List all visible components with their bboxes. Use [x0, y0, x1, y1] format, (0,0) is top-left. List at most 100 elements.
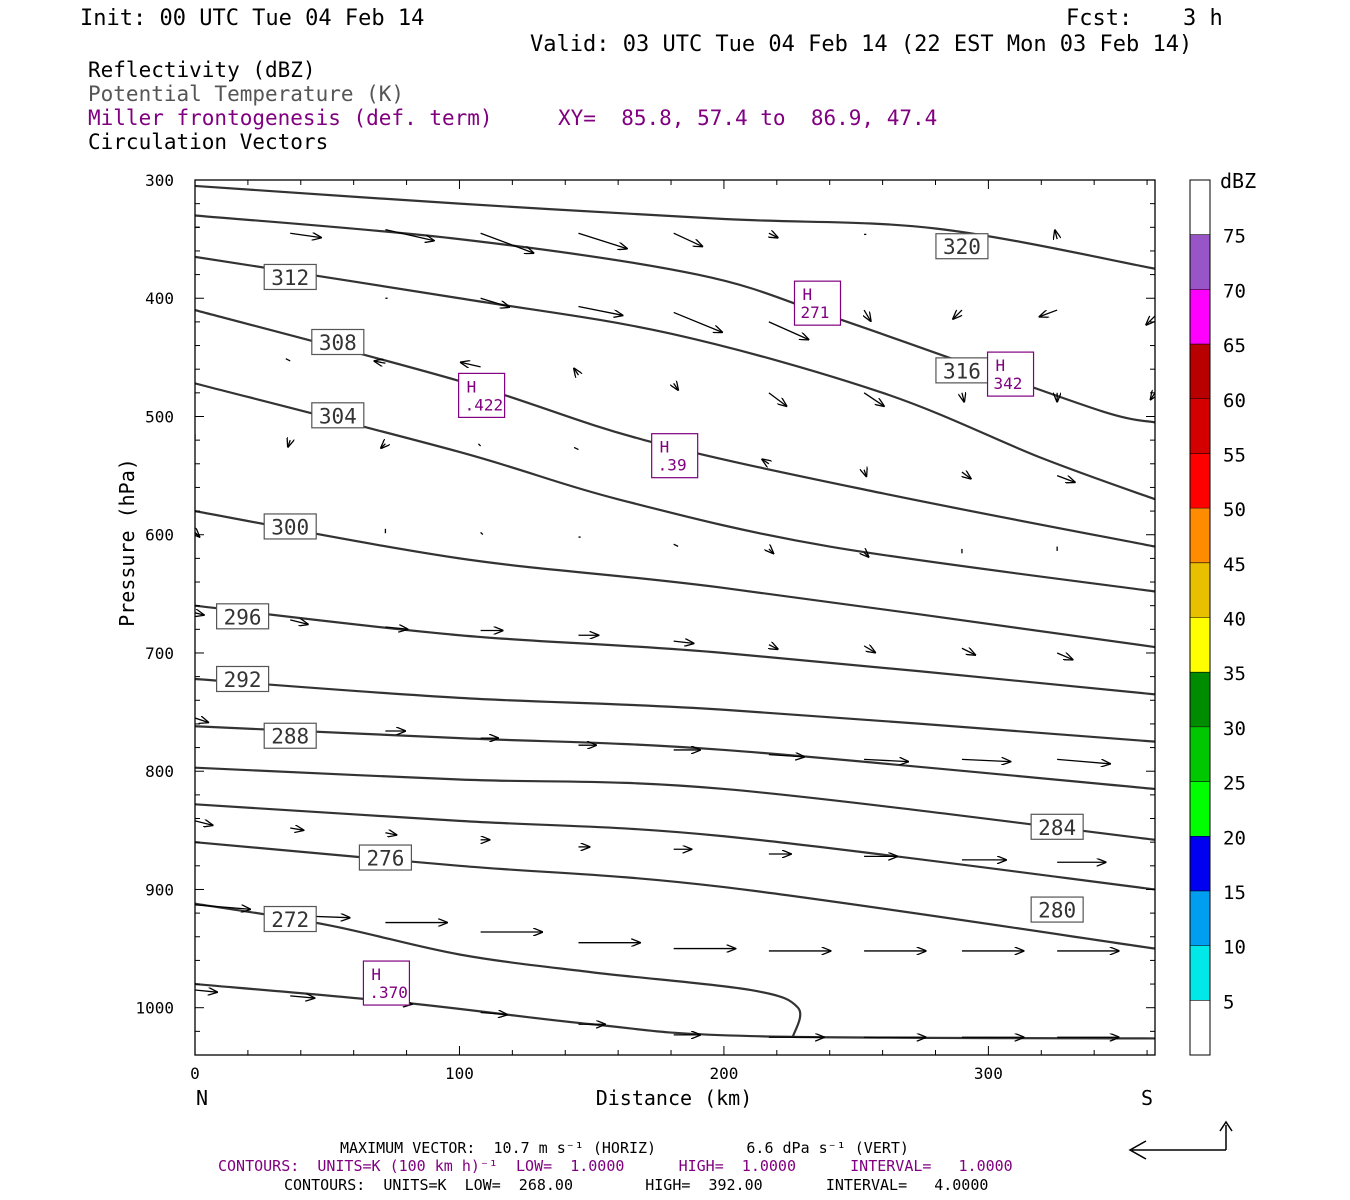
- y-tick-label: 400: [145, 289, 174, 308]
- contour-label-box: [311, 402, 365, 429]
- colorbar-label: 20: [1223, 827, 1246, 849]
- circulation-vector: [195, 613, 204, 615]
- frontogenesis-max-box: [651, 433, 699, 479]
- circulation-vector: [768, 321, 809, 340]
- circulation-vector: [864, 759, 908, 761]
- frontogenesis-max-value: .370: [369, 983, 408, 1002]
- circulation-vector: [290, 828, 303, 830]
- x-tick-label: 0: [190, 1064, 200, 1083]
- x-tick-label: 100: [445, 1064, 474, 1083]
- contour-label: 316: [943, 359, 981, 383]
- frontogenesis-max-letter: H: [660, 438, 670, 457]
- contour-label: 304: [319, 404, 357, 428]
- frontogenesis-max-letter: H: [371, 965, 381, 984]
- circulation-vector: [961, 759, 1010, 761]
- circulation-vector: [385, 627, 407, 629]
- colorbar-label: 15: [1223, 882, 1246, 904]
- reference-vector-icon: [1128, 1120, 1233, 1160]
- circulation-vector: [768, 392, 787, 406]
- field-miller-frontogenesis: Miller frontogenesis (def. term): [88, 106, 493, 130]
- circulation-vector: [461, 362, 481, 366]
- contour-label-box: [1030, 896, 1084, 923]
- init-time: Init: 00 UTC Tue 04 Feb 14: [80, 6, 425, 31]
- frontogenesis-max-value: 271: [800, 303, 829, 322]
- field-potential-temperature: Potential Temperature (K): [88, 82, 405, 106]
- frontogenesis-max-value: .422: [465, 395, 504, 414]
- circulation-vector: [573, 446, 579, 451]
- contour-label: 292: [224, 668, 262, 692]
- theta-contour-312: [195, 255, 1155, 501]
- plot-frame: [194, 179, 1156, 1056]
- circulation-vector: [864, 309, 871, 321]
- field-reflectivity: Reflectivity (dBZ): [88, 58, 316, 82]
- circulation-vector: [480, 531, 484, 536]
- colorbar-label: 10: [1223, 937, 1246, 959]
- valid-time: Valid: 03 UTC Tue 04 Feb 14 (22 EST Mon …: [530, 32, 1193, 57]
- colorbar-label: 70: [1223, 280, 1246, 302]
- colorbar-label: 60: [1223, 390, 1246, 412]
- theta-contour-272: [195, 902, 802, 1038]
- colorbar-segment: [1190, 289, 1210, 345]
- frontogenesis-max-box: [986, 351, 1035, 397]
- contour-label-box: [263, 513, 317, 540]
- contour-label-box: [216, 665, 270, 693]
- colorbar-segment: [1190, 836, 1210, 891]
- circulation-vector: [673, 232, 703, 246]
- axes: 300 400 500 600 700 800 900 1000 0 100 200 300 Dista…: [115, 171, 1153, 1110]
- contour-label: 308: [319, 331, 357, 355]
- colorbar-segment: [1190, 562, 1210, 618]
- y-tick-label: 700: [145, 644, 174, 663]
- contour-label: 296: [224, 605, 262, 629]
- circulation-vector: [762, 459, 769, 463]
- colorbar-segment: [1190, 945, 1210, 1001]
- maximum-vector: MAXIMUM VECTOR: 10.7 m s⁻¹ (HORIZ) 6.6 d…: [340, 1139, 909, 1157]
- colorbar-label: 65: [1223, 335, 1246, 357]
- circulation-vector: [769, 549, 773, 553]
- colorbar-label: 5: [1223, 991, 1234, 1013]
- contour-label-box: [935, 357, 989, 384]
- frontogenesis-max-box: [362, 960, 411, 1006]
- colorbar-segment: [1190, 398, 1210, 454]
- contour-label-box: [263, 905, 317, 933]
- circulation-vector: [962, 393, 964, 402]
- circulation-vector: [1146, 315, 1155, 325]
- theta-contour-300: [195, 509, 1155, 649]
- south-label: S: [1141, 1086, 1153, 1110]
- circulation-vector: [769, 645, 778, 649]
- theta-contour-320: [195, 184, 1155, 270]
- colorbar-segment: [1190, 453, 1210, 509]
- circulation-vector: [374, 361, 386, 363]
- circulation-vector: [864, 470, 866, 477]
- circulation-vector: [1056, 653, 1072, 660]
- forecast-label: Fcst:: [1066, 6, 1133, 31]
- frontogenesis-max-letter: H: [802, 285, 812, 304]
- circulation-vector: [290, 996, 314, 998]
- contour-label: 284: [1038, 816, 1076, 840]
- circulation-vector: [673, 311, 722, 332]
- contour-label-box: [263, 263, 317, 291]
- dbz-colorbar: 5 10 15 20 25 30 35 40 45 50 55 60 65 70 75 dBZ: [1189, 169, 1256, 1056]
- colorbar-segment: [1190, 344, 1210, 399]
- contour-label-box: [263, 722, 317, 749]
- circulation-vector: [477, 443, 482, 447]
- contour-label: 272: [271, 908, 309, 932]
- colorbar-segment: [1190, 617, 1210, 673]
- x-tick-label: 300: [974, 1064, 1003, 1083]
- contour-label: 320: [943, 235, 981, 259]
- contour-label-box: [311, 328, 365, 356]
- y-tick-label: 500: [145, 407, 174, 426]
- y-tick-label: 900: [145, 880, 174, 899]
- contour-labels: 320 316 312 308 304 300 296 292 288 284 280 276 272: [216, 233, 1084, 933]
- circulation-vector: [195, 718, 208, 722]
- theta-contour-280: [195, 803, 1155, 891]
- colorbar-segment: [1190, 1000, 1210, 1055]
- colorbar-label: 45: [1223, 554, 1246, 576]
- colorbar-segment: [1190, 234, 1210, 290]
- x-tick-label: 200: [709, 1064, 738, 1083]
- colorbar-label: 35: [1223, 663, 1246, 685]
- contours-theta: CONTOURS: UNITS=K LOW= 268.00 HIGH= 392.…: [284, 1176, 989, 1194]
- frontogenesis-max-letter: H: [996, 356, 1006, 375]
- colorbar-segment: [1190, 781, 1210, 837]
